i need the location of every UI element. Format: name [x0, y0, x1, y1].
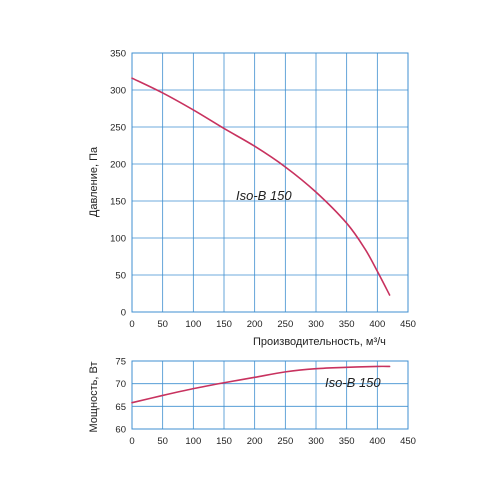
top-y-tick-label: 150 — [110, 197, 126, 208]
bot-y-tick-label: 75 — [115, 357, 126, 368]
top-y-tick-label: 100 — [110, 234, 126, 245]
top-x-tick-label: 100 — [185, 319, 201, 330]
top-y-axis-label: Давление, Па — [88, 146, 100, 217]
top-curve-annotation: Iso-B 150 — [236, 188, 292, 203]
bot-y-tick-label: 70 — [115, 379, 126, 390]
bot-x-tick-label: 350 — [339, 436, 355, 447]
bot-x-tick-label: 400 — [369, 436, 385, 447]
top-x-tick-label: 200 — [247, 319, 263, 330]
top-x-tick-label: 50 — [157, 319, 168, 330]
top-x-tick-label: 150 — [216, 319, 232, 330]
bot-x-tick-label: 300 — [308, 436, 324, 447]
top-chart-ticks: 0 50 100 150 200 250 300 350 400 450 0 50 100 150 200 2… — [110, 49, 416, 331]
bot-x-tick-label: 150 — [216, 436, 232, 447]
bot-y-tick-label: 60 — [115, 425, 126, 436]
bottom-chart-ticks: 0 50 100 150 200 250 300 350 400 450 60 65 70 75 — [115, 357, 416, 448]
top-y-tick-label: 300 — [110, 86, 126, 97]
bottom-chart-grid — [131, 360, 409, 430]
bot-x-tick-label: 250 — [277, 436, 293, 447]
bottom-curve-annotation: Iso-B 150 — [325, 375, 381, 390]
top-chart-grid — [131, 52, 409, 313]
top-y-tick-label: 250 — [110, 123, 126, 134]
power-curve — [131, 365, 391, 404]
pressure-curve — [131, 77, 391, 296]
top-x-tick-label: 0 — [129, 319, 134, 330]
top-x-tick-label: 400 — [369, 319, 385, 330]
bot-plot-frame — [131, 360, 409, 430]
top-x-tick-label: 250 — [277, 319, 293, 330]
bot-y-tick-label: 65 — [115, 402, 126, 413]
bot-x-tick-label: 0 — [129, 436, 134, 447]
top-y-tick-label: 350 — [110, 49, 126, 60]
top-y-tick-label: 200 — [110, 160, 126, 171]
top-x-tick-label: 300 — [308, 319, 324, 330]
top-y-tick-label: 0 — [121, 308, 126, 319]
bot-x-tick-label: 200 — [247, 436, 263, 447]
bottom-y-axis-label: Мощность, Вт — [88, 361, 100, 432]
top-x-tick-label: 350 — [339, 319, 355, 330]
bot-x-tick-label: 450 — [400, 436, 416, 447]
bot-x-tick-label: 50 — [157, 436, 168, 447]
bot-x-tick-label: 100 — [185, 436, 201, 447]
top-y-tick-label: 50 — [115, 271, 126, 282]
top-plot-frame — [131, 52, 409, 313]
top-x-tick-label: 450 — [400, 319, 416, 330]
top-x-axis-label: Производительность, м³/ч — [253, 336, 386, 348]
